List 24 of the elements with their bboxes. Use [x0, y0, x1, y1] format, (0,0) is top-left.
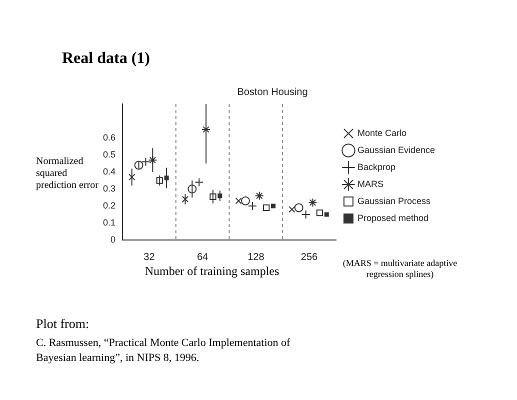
- legend-label: Gaussian Evidence: [357, 144, 435, 155]
- legend-label: Gaussian Process: [357, 196, 431, 206]
- y-axis-title: Normalized squared prediction error: [36, 156, 98, 191]
- legend-label: Backprop: [357, 162, 396, 172]
- x-axis-title: Number of training samples: [144, 264, 280, 279]
- chart-title: Real data (1): [62, 50, 150, 68]
- y-tick-label: 0.5: [102, 149, 116, 160]
- y-tick-label: 0.6: [102, 132, 116, 142]
- text: C. Rasmussen, “Practical Monte Carlo Implementation of Bayesian learning”, in NIPS 8, 1996.: [36, 336, 292, 366]
- y-tick-label: 0.2: [102, 200, 116, 210]
- legend-label: Monte Carlo: [357, 128, 406, 138]
- y-tick-label: 0.4: [102, 166, 116, 176]
- legend-label: MARS: [357, 178, 384, 189]
- y-tick-label: 0.3: [102, 183, 116, 194]
- x-tick-label: 64: [196, 252, 209, 263]
- text: Plot from:: [36, 316, 90, 332]
- y-tick-label: 0: [110, 234, 116, 244]
- text: (MARS = multivariate adaptive regression splines): [342, 258, 458, 280]
- x-tick-label: 256: [300, 252, 318, 263]
- x-tick-label: 128: [248, 252, 265, 263]
- legend-label: Proposed method: [357, 212, 428, 223]
- x-tick-label: 32: [144, 252, 156, 263]
- chart-subtitle: Boston Housing: [237, 86, 308, 98]
- y-tick-label: 0.1: [102, 217, 116, 228]
